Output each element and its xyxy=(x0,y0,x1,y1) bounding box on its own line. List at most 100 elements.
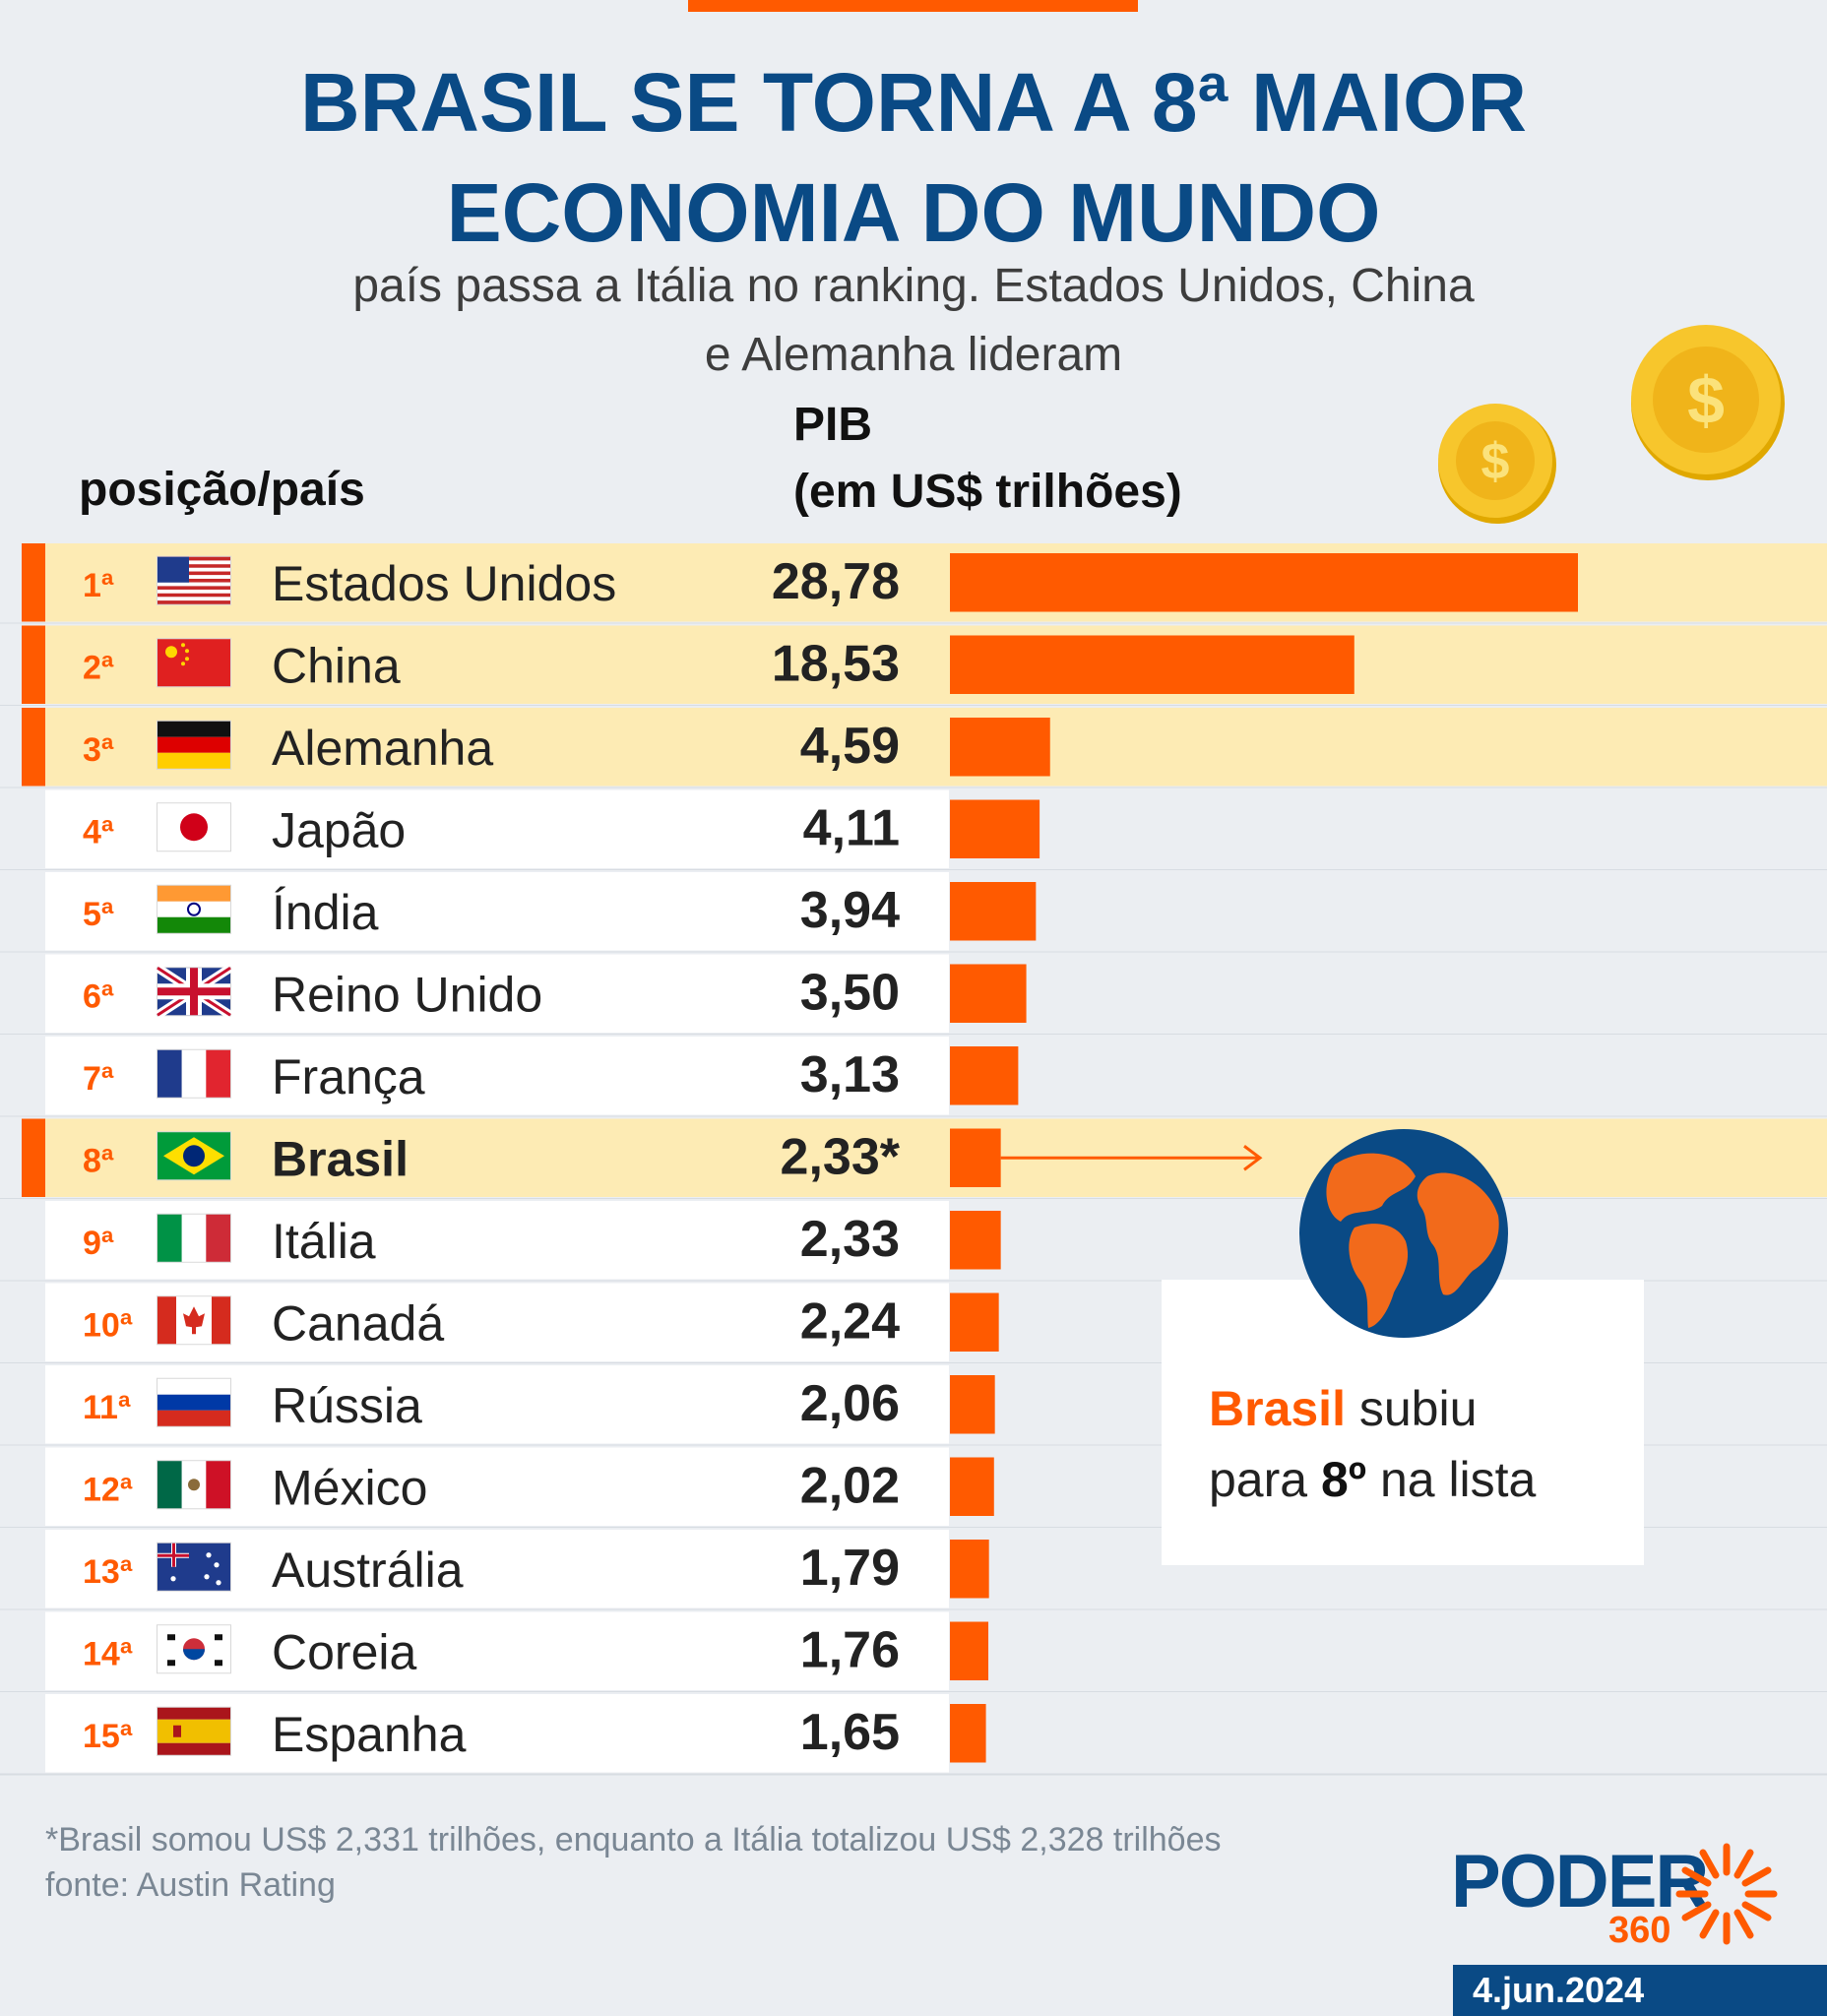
bar xyxy=(950,1046,1019,1105)
country-label: México xyxy=(272,1460,427,1515)
jp-flag xyxy=(157,802,231,852)
bar xyxy=(950,964,1027,1023)
country-label: Austrália xyxy=(272,1543,464,1598)
value-label: 2,33 xyxy=(800,1211,900,1268)
bar xyxy=(950,1540,989,1599)
callout-arrow xyxy=(1000,1145,1263,1171)
value-label: 18,53 xyxy=(772,635,900,692)
footnote-source: fonte: Austin Rating xyxy=(45,1866,336,1904)
brand-logo: PODER 360 xyxy=(1451,1839,1786,1951)
date-tag: 4.jun.2024 xyxy=(1453,1965,1827,2016)
column-header-value-line-1: PIB xyxy=(793,399,873,451)
country-label: França xyxy=(272,1049,425,1104)
coin-small-icon: $ xyxy=(1438,404,1556,524)
row-highlight-marker xyxy=(22,625,45,704)
country-label: Japão xyxy=(272,802,406,857)
rank-label: 1ª xyxy=(83,567,114,604)
country-label: China xyxy=(272,638,401,693)
row-highlight-marker xyxy=(22,543,45,622)
value-label: 4,11 xyxy=(803,799,900,856)
callout-line-1: Brasil subiu xyxy=(1209,1373,1536,1444)
rank-label: 14ª xyxy=(83,1635,133,1672)
value-label: 3,50 xyxy=(800,964,900,1021)
chart-row: 8ª Brasil 2,33* xyxy=(0,1116,1827,1200)
chart-row: 6ª Reino Unido 3,50 xyxy=(0,952,1827,1036)
in-flag xyxy=(157,884,231,934)
value-label: 1,79 xyxy=(800,1540,900,1597)
country-label: Espanha xyxy=(272,1707,467,1762)
bar xyxy=(950,1375,995,1434)
column-header-position: posição/país xyxy=(79,464,365,516)
sun-icon xyxy=(1675,1843,1778,1945)
bar xyxy=(950,1128,1001,1187)
br-flag xyxy=(157,1131,231,1181)
globe-icon xyxy=(1299,1129,1508,1338)
value-label: 2,02 xyxy=(800,1457,900,1514)
country-label: Estados Unidos xyxy=(272,556,616,611)
ru-flag xyxy=(157,1377,231,1427)
chart-row: 13ª Austrália 1,79 xyxy=(0,1528,1827,1611)
callout-line-2-pre: para xyxy=(1209,1452,1321,1507)
value-label: 2,06 xyxy=(800,1375,900,1432)
cn-flag xyxy=(157,638,231,688)
bar xyxy=(950,1211,1001,1270)
kr-flag xyxy=(157,1624,231,1674)
value-label: 3,94 xyxy=(800,882,900,939)
us-flag xyxy=(157,555,231,605)
rank-label: 8ª xyxy=(83,1142,114,1179)
rank-label: 9ª xyxy=(83,1225,114,1262)
value-label: 2,33* xyxy=(781,1128,901,1185)
top-accent-bar xyxy=(688,0,1138,12)
country-label: Alemanha xyxy=(272,721,493,776)
au-flag xyxy=(157,1542,231,1592)
rank-label: 13ª xyxy=(83,1553,133,1591)
callout-line-2: para 8º na lista xyxy=(1209,1444,1536,1515)
rank-label: 7ª xyxy=(83,1060,114,1098)
de-flag xyxy=(157,720,231,770)
bar xyxy=(950,799,1040,858)
callout-highlight: Brasil xyxy=(1209,1381,1346,1436)
coin-small-symbol: $ xyxy=(1481,433,1510,490)
subtitle-line-2: e Alemanha lideram xyxy=(704,329,1123,381)
column-header-value: PIB (em US$ trilhões) xyxy=(793,392,1182,526)
bar xyxy=(950,1621,989,1680)
column-header-value-line-2: (em US$ trilhões) xyxy=(793,466,1182,518)
es-flag xyxy=(157,1706,231,1756)
rank-label: 3ª xyxy=(83,731,114,769)
value-label: 1,76 xyxy=(800,1621,900,1678)
chart-row: 15ª Espanha 1,65 xyxy=(0,1692,1827,1776)
title-text: BRASIL SE TORNA A 8ª MAIOR ECONOMIA DO M… xyxy=(299,56,1528,259)
brand-number: 360 xyxy=(1608,1910,1671,1951)
value-label: 4,59 xyxy=(800,718,900,775)
rank-label: 5ª xyxy=(83,896,114,933)
chart-row: 7ª França 3,13 xyxy=(0,1035,1827,1118)
value-label: 28,78 xyxy=(772,553,900,610)
country-label: Itália xyxy=(272,1214,376,1269)
country-label: Canadá xyxy=(272,1295,444,1351)
country-label: Brasil xyxy=(272,1131,409,1186)
country-label: Rússia xyxy=(272,1378,422,1433)
coin-large-icon: $ xyxy=(1631,325,1785,480)
chart-row: 9ª Itália 2,33 xyxy=(0,1199,1827,1283)
country-label: Reino Unido xyxy=(272,967,542,1022)
bar xyxy=(950,718,1050,777)
brand-name: PODER xyxy=(1451,1840,1709,1923)
country-label: Coreia xyxy=(272,1624,416,1679)
bar xyxy=(950,1457,994,1516)
rank-label: 6ª xyxy=(83,977,114,1015)
callout-line-1-rest: subiu xyxy=(1345,1381,1478,1436)
bar xyxy=(950,635,1354,694)
rank-label: 15ª xyxy=(83,1718,133,1755)
chart-row: 1ª Estados Unidos 28,78 xyxy=(0,541,1827,625)
value-label: 1,65 xyxy=(800,1704,900,1761)
row-highlight-marker xyxy=(22,1118,45,1197)
footnote-note: *Brasil somou US$ 2,331 trilhões, enquan… xyxy=(45,1821,1222,1858)
mx-flag xyxy=(157,1460,231,1510)
coin-large-symbol: $ xyxy=(1687,363,1725,438)
footnote: *Brasil somou US$ 2,331 trilhões, enquan… xyxy=(45,1817,1221,1908)
bar xyxy=(950,1704,986,1763)
value-label: 2,24 xyxy=(800,1292,900,1350)
fr-flag xyxy=(157,1048,231,1099)
bar xyxy=(950,882,1037,941)
